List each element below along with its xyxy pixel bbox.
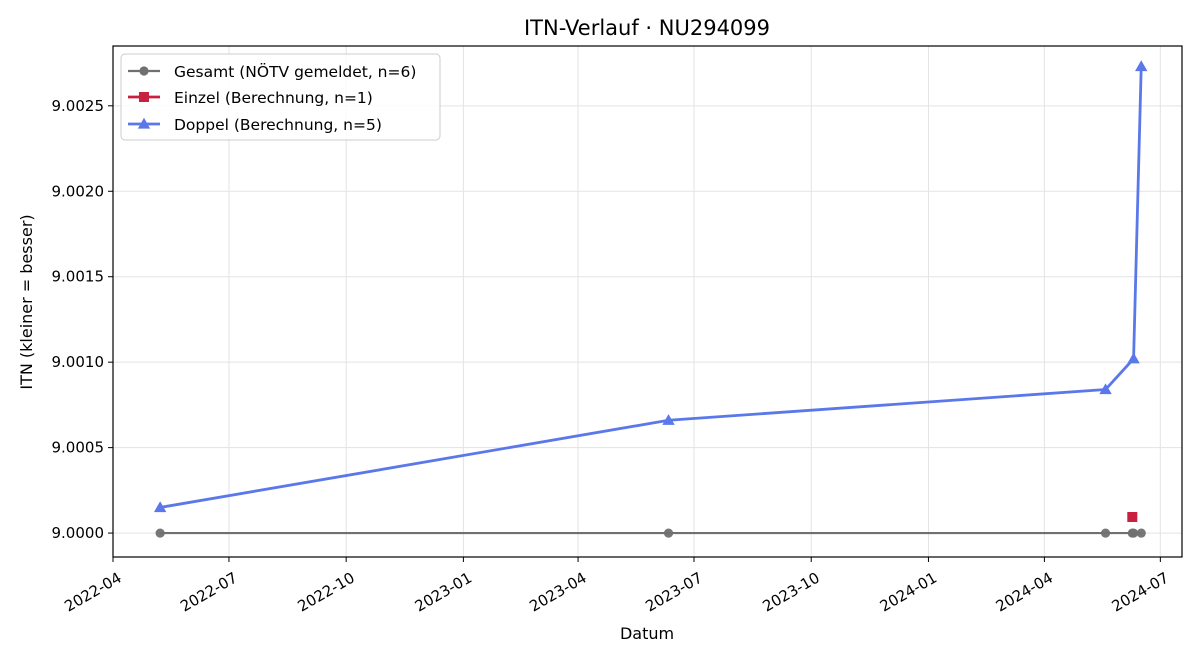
x-axis-ticks: 2022-04 2022-07 2022-10 2023-01 2023-04 2023-… (61, 557, 1172, 616)
y-tick-label: 9.0020 (52, 182, 105, 200)
data-point-gesamt (1100, 528, 1111, 538)
x-tick-label: 2023-10 (760, 569, 823, 616)
x-tick-label: 2024-07 (1109, 569, 1172, 616)
data-point-doppel (662, 414, 675, 425)
legend-marker-gesamt (139, 66, 149, 76)
y-tick-label: 9.0015 (52, 268, 105, 286)
legend-label-doppel: Doppel (Berechnung, n=5) (174, 116, 382, 134)
x-axis-label: Datum (620, 624, 674, 643)
data-point-gesamt (155, 528, 165, 538)
y-tick-label: 9.0025 (52, 97, 105, 115)
x-tick-label: 2024-04 (993, 569, 1056, 616)
data-point-doppel (1099, 383, 1112, 395)
y-tick-label: 9.0005 (52, 439, 105, 457)
x-tick-label: 2022-04 (61, 569, 124, 616)
x-tick-label: 2024-01 (877, 569, 940, 616)
x-tick-label: 2022-10 (294, 569, 357, 616)
legend-label-gesamt: Gesamt (NÖTV gemeldet, n=6) (174, 62, 416, 81)
legend: Gesamt (NÖTV gemeldet, n=6) Einzel (Bere… (120, 53, 441, 141)
data-point-doppel (1127, 352, 1140, 364)
x-tick-label: 2022-07 (177, 569, 240, 616)
legend-marker-einzel (139, 92, 149, 102)
x-tick-label: 2023-01 (412, 569, 475, 616)
y-axis-label: ITN (kleiner = besser) (17, 214, 36, 389)
x-tick-label: 2023-04 (526, 569, 589, 616)
chart-title: ITN-Verlauf · NU294099 (524, 16, 770, 40)
legend-marker-doppel (137, 117, 151, 129)
data-point-einzel (1127, 512, 1138, 523)
series-group (153, 60, 1148, 538)
y-tick-label: 9.0000 (52, 524, 105, 542)
data-point-doppel (153, 501, 167, 513)
y-tick-label: 9.0010 (52, 353, 105, 371)
legend-label-einzel: Einzel (Berechnung, n=1) (174, 89, 373, 107)
data-point-doppel (1135, 60, 1148, 72)
series-gesamt (155, 528, 1146, 538)
data-point-gesamt (1128, 528, 1139, 538)
y-axis-ticks: 9.0000 9.0005 9.0010 9.0015 9.0020 9.0025 (52, 97, 113, 542)
data-point-gesamt (1136, 528, 1146, 538)
data-point-gesamt (663, 528, 674, 538)
series-einzel (1127, 512, 1138, 523)
series-doppel (153, 60, 1148, 513)
x-tick-label: 2023-07 (642, 569, 705, 616)
legend-box (120, 53, 441, 141)
plot-frame (112, 45, 1183, 558)
